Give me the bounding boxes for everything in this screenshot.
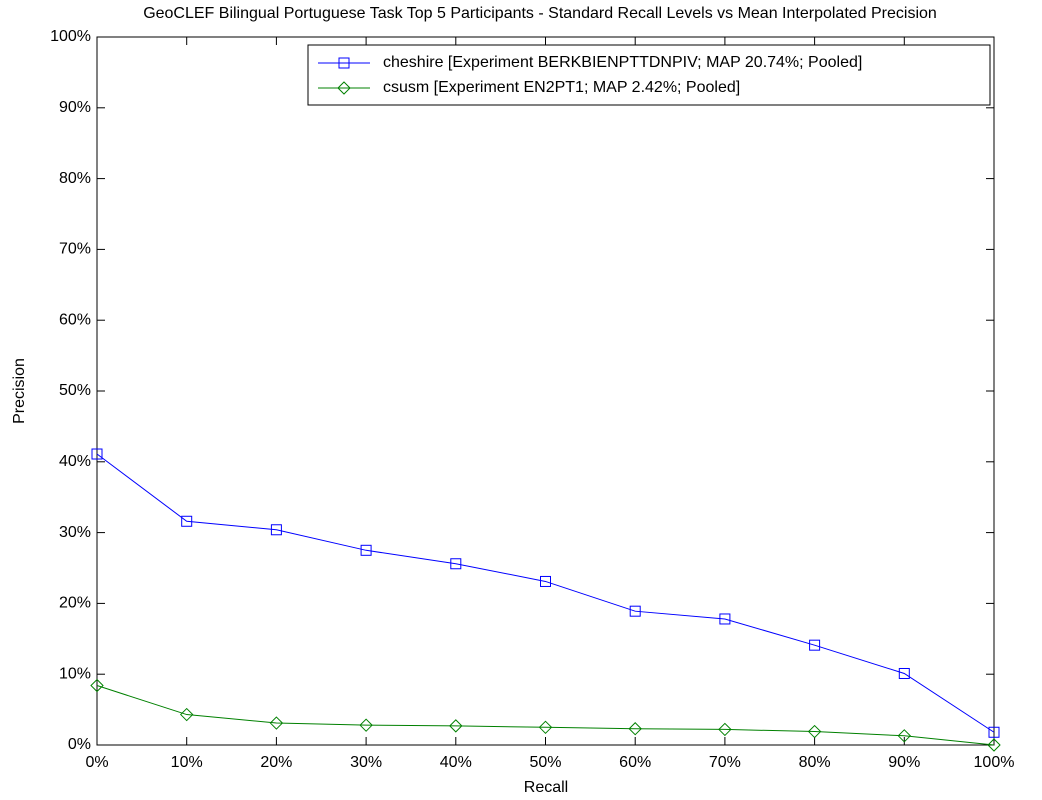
plot-frame	[96, 36, 995, 746]
marker	[540, 575, 551, 587]
marker	[179, 707, 194, 722]
marker	[809, 639, 821, 651]
marker	[359, 718, 373, 732]
marker	[987, 738, 1001, 752]
marker	[538, 720, 553, 735]
marker	[898, 667, 910, 679]
y-tick-label: 90%	[59, 99, 91, 116]
marker	[360, 544, 372, 556]
marker	[897, 729, 912, 743]
x-tick-label: 20%	[260, 754, 292, 771]
y-tick-label: 30%	[59, 524, 91, 541]
x-tick-label: 70%	[709, 754, 741, 771]
marker	[181, 515, 193, 527]
x-tick-label: 10%	[171, 754, 203, 771]
y-tick-label: 10%	[59, 665, 91, 682]
legend-label: csusm [Experiment EN2PT1; MAP 2.42%; Poo…	[383, 79, 740, 96]
y-tick-label: 100%	[50, 28, 91, 45]
legend-label: cheshire [Experiment BERKBIENPTTDNPIV; M…	[383, 54, 862, 71]
y-tick-label: 50%	[59, 382, 91, 399]
marker	[628, 722, 642, 736]
marker	[337, 81, 351, 95]
x-tick-label: 40%	[440, 754, 472, 771]
x-tick-label: 90%	[888, 754, 920, 771]
marker	[91, 448, 103, 460]
marker	[90, 678, 104, 693]
marker	[450, 558, 462, 570]
chart-title: GeoCLEF Bilingual Portuguese Task Top 5 …	[143, 5, 937, 22]
x-tick-label: 30%	[350, 754, 382, 771]
x-tick-label: 100%	[974, 754, 1015, 771]
y-tick-label: 40%	[59, 453, 91, 470]
x-axis-label: Recall	[524, 779, 568, 796]
x-tick-label: 60%	[619, 754, 651, 771]
y-axis-label: Precision	[11, 358, 28, 424]
marker	[719, 613, 731, 625]
marker	[629, 605, 641, 617]
x-tick-label: 80%	[799, 754, 831, 771]
marker	[269, 716, 284, 730]
y-tick-label: 60%	[59, 311, 91, 328]
series-line	[96, 685, 995, 746]
marker	[338, 57, 350, 69]
marker	[718, 722, 732, 737]
y-tick-label: 0%	[68, 736, 91, 753]
series-line	[96, 453, 995, 733]
x-tick-label: 0%	[85, 754, 108, 771]
y-tick-label: 20%	[59, 595, 91, 612]
x-tick-label: 50%	[529, 754, 561, 771]
y-tick-label: 80%	[59, 170, 91, 187]
marker	[807, 724, 822, 739]
y-tick-label: 70%	[59, 241, 91, 258]
marker	[449, 719, 463, 733]
marker	[270, 524, 282, 536]
marker	[988, 726, 1000, 738]
legend-box	[307, 44, 991, 106]
